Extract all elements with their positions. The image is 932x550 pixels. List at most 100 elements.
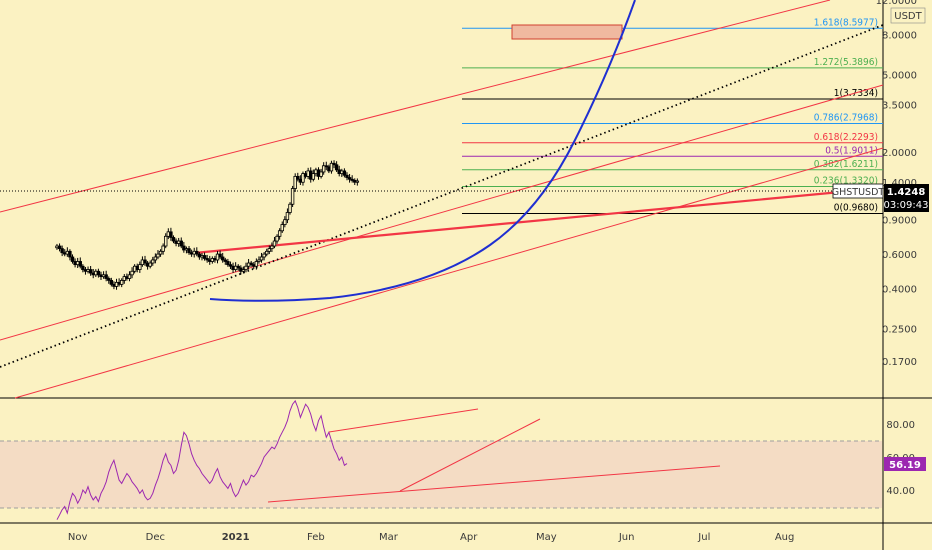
fib-level-label: 0.382(1.6211) [814, 159, 878, 170]
candle-body [120, 280, 124, 285]
candle-body [293, 175, 297, 189]
last-price-tag-bg [884, 184, 929, 212]
candle-body [195, 250, 199, 255]
candle-body [171, 237, 176, 242]
candle-body [104, 274, 108, 279]
candle-body [158, 250, 163, 255]
candle-body [179, 240, 183, 247]
time-tick-label: May [536, 532, 557, 543]
candle-body [226, 261, 230, 266]
candle-body [288, 203, 292, 213]
candle-body [107, 278, 111, 281]
candle-body [143, 259, 147, 264]
channel-midline[interactable] [0, 24, 884, 368]
time-axis[interactable]: Nov Dec 2021 Feb Mar Apr May Jun Jul Aug [68, 532, 794, 543]
time-tick-label: 2021 [222, 532, 250, 543]
fib-level-label: 1.618(8.5977) [814, 17, 878, 28]
candle-body [60, 248, 64, 254]
candle-body [311, 173, 316, 180]
candle-body [277, 230, 282, 237]
candle-body [70, 256, 75, 262]
candle-body [355, 180, 360, 183]
candle-body [347, 177, 352, 180]
rsi-band [0, 441, 882, 508]
candle-body [319, 171, 323, 177]
candle-body [329, 162, 334, 172]
fib-level-label: 1.272(5.3896) [814, 57, 878, 68]
rsi-trend-upper[interactable] [328, 408, 479, 433]
candle-body [182, 245, 186, 251]
candle-body [265, 250, 269, 255]
candles [55, 160, 360, 290]
candle-body [257, 259, 261, 262]
candle-body [68, 250, 72, 258]
candle-body [249, 262, 253, 266]
candle-body [156, 253, 160, 258]
parabolic-curve[interactable] [209, 0, 636, 302]
fib-level-label: 1(3.7334) [834, 88, 878, 99]
time-tick-label: Mar [379, 532, 399, 543]
candle-body [220, 256, 225, 261]
channel-bottom-line[interactable] [14, 147, 884, 399]
fib-level-label: 0(0.9680) [834, 203, 878, 214]
price-tick-label: 12.0000 [876, 0, 917, 7]
price-tick-label: 8.0000 [882, 30, 917, 41]
time-tick-label: Aug [775, 532, 795, 543]
rsi-tick-label: 40.00 [886, 486, 915, 497]
rsi-value-tag: 56.19 [889, 460, 921, 471]
rsi-trend-mid[interactable] [399, 418, 541, 492]
candle-body [301, 173, 305, 183]
price-tick-label: 5.0000 [882, 70, 917, 81]
time-tick-label: Jun [618, 532, 635, 543]
candle-body [57, 245, 62, 250]
candle-body [88, 269, 93, 274]
candle-body [164, 235, 168, 247]
rsi-line [56, 399, 348, 520]
candle-body [127, 274, 132, 279]
symbol-tag: GHSTUSDT [832, 187, 885, 198]
channel-lower-line[interactable] [0, 84, 884, 341]
price-tick-label: 3.5000 [882, 101, 917, 112]
candle-body [342, 170, 347, 176]
time-tick-label: Nov [68, 532, 88, 543]
candle-body [236, 265, 240, 269]
time-tick-label: Feb [307, 532, 325, 543]
candle-body [202, 255, 207, 259]
price-axis[interactable]: 0.1700 0.2500 0.4000 0.6000 0.9000 1.4000 2.00… [876, 0, 917, 368]
resistance-trendline[interactable] [193, 186, 884, 255]
candle-body [283, 219, 287, 225]
candle-body [259, 256, 264, 261]
target-zone[interactable] [511, 24, 623, 40]
candle-body [138, 264, 142, 270]
rsi-trend-lower[interactable] [267, 465, 721, 503]
candle-body [81, 265, 85, 270]
price-tick-label: 1.4000 [882, 178, 917, 189]
symbol-tag-bg [832, 183, 884, 199]
candle-body [290, 188, 295, 205]
rsi-tick-label: 80.00 [886, 420, 915, 431]
price-tick-label: 0.4000 [882, 284, 917, 295]
candle-body [187, 248, 191, 254]
fib-level-label: 0.618(2.2293) [814, 132, 878, 143]
candle-body [218, 253, 222, 258]
candle-body [345, 174, 349, 178]
time-tick-label: Jul [697, 532, 710, 543]
channel-upper-line[interactable] [0, 0, 831, 213]
candle-body [151, 259, 155, 264]
candle-body [153, 256, 158, 261]
price-tick-label: 0.1700 [882, 357, 917, 368]
candle-body [148, 262, 152, 267]
last-price-tag: 1.4248 [887, 187, 926, 198]
candle-body [78, 261, 82, 267]
candle-body [270, 245, 274, 250]
fibonacci-levels: 1.618(8.5977) 1.272(5.3896) 1(3.7334) 0.786… [462, 17, 883, 215]
candle-body [205, 258, 209, 261]
candle-body [334, 164, 339, 171]
candle-body [350, 178, 354, 181]
time-tick-label: Dec [146, 532, 165, 543]
price-tick-label: 0.2500 [882, 324, 917, 335]
candle-body [96, 270, 101, 276]
candle-body [223, 259, 227, 262]
candle-body [280, 224, 284, 232]
